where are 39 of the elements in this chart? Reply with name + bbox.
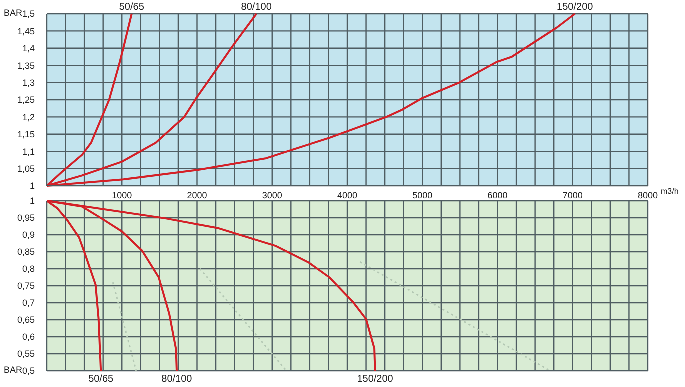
y-tick-label: 1,25 bbox=[17, 95, 35, 106]
y-tick-label: 1,05 bbox=[17, 164, 35, 174]
x-tick-label: 3000 bbox=[262, 190, 282, 200]
y-tick-label: 1,1 bbox=[22, 146, 35, 157]
y-tick-label: 0,8 bbox=[22, 264, 35, 274]
series-label: 150/200 bbox=[557, 2, 594, 13]
y-tick-label: 0,9 bbox=[22, 230, 35, 240]
y-tick-label: 1,5 bbox=[22, 9, 35, 20]
series-label: 80/100 bbox=[241, 2, 272, 13]
x-tick-label: 2000 bbox=[187, 190, 208, 200]
y-axis-title: BAR bbox=[4, 365, 23, 375]
y-tick-label: 1,45 bbox=[17, 26, 35, 36]
y-tick-label: 1,3 bbox=[22, 78, 35, 88]
y-tick-label: 1 bbox=[30, 196, 35, 206]
y-tick-label: 0,75 bbox=[17, 281, 35, 292]
y-tick-label: 1,15 bbox=[17, 130, 35, 140]
y-tick-label: 1,4 bbox=[22, 44, 35, 54]
series-label: 80/100 bbox=[162, 374, 193, 385]
y-tick-label: 0,55 bbox=[17, 349, 35, 360]
y-tick-label: 1,2 bbox=[22, 112, 35, 122]
series-label: 50/65 bbox=[88, 374, 114, 385]
x-tick-label: 4000 bbox=[337, 190, 358, 200]
y-tick-label: 0,7 bbox=[22, 298, 35, 308]
x-axis-title: m3/h bbox=[661, 187, 679, 196]
series-label: 50/65 bbox=[119, 2, 145, 13]
x-tick-label: 6000 bbox=[488, 190, 508, 200]
x-tick-label: 1000 bbox=[112, 190, 132, 200]
y-tick-label: 0,65 bbox=[17, 315, 35, 326]
y-tick-label: 0,85 bbox=[17, 247, 35, 258]
x-tick-label: 8000 bbox=[638, 190, 658, 200]
y-tick-label: 1 bbox=[30, 181, 35, 192]
y-tick-label: 0,95 bbox=[17, 213, 35, 224]
y-axis-title: BAR bbox=[4, 8, 23, 18]
y-tick-label: 0,5 bbox=[22, 366, 35, 376]
x-tick-label: 7000 bbox=[562, 190, 583, 200]
y-tick-label: 0,6 bbox=[22, 332, 35, 342]
y-tick-label: 1,35 bbox=[17, 60, 35, 71]
x-tick-label: 5000 bbox=[412, 190, 433, 200]
series-label: 150/200 bbox=[357, 374, 394, 385]
